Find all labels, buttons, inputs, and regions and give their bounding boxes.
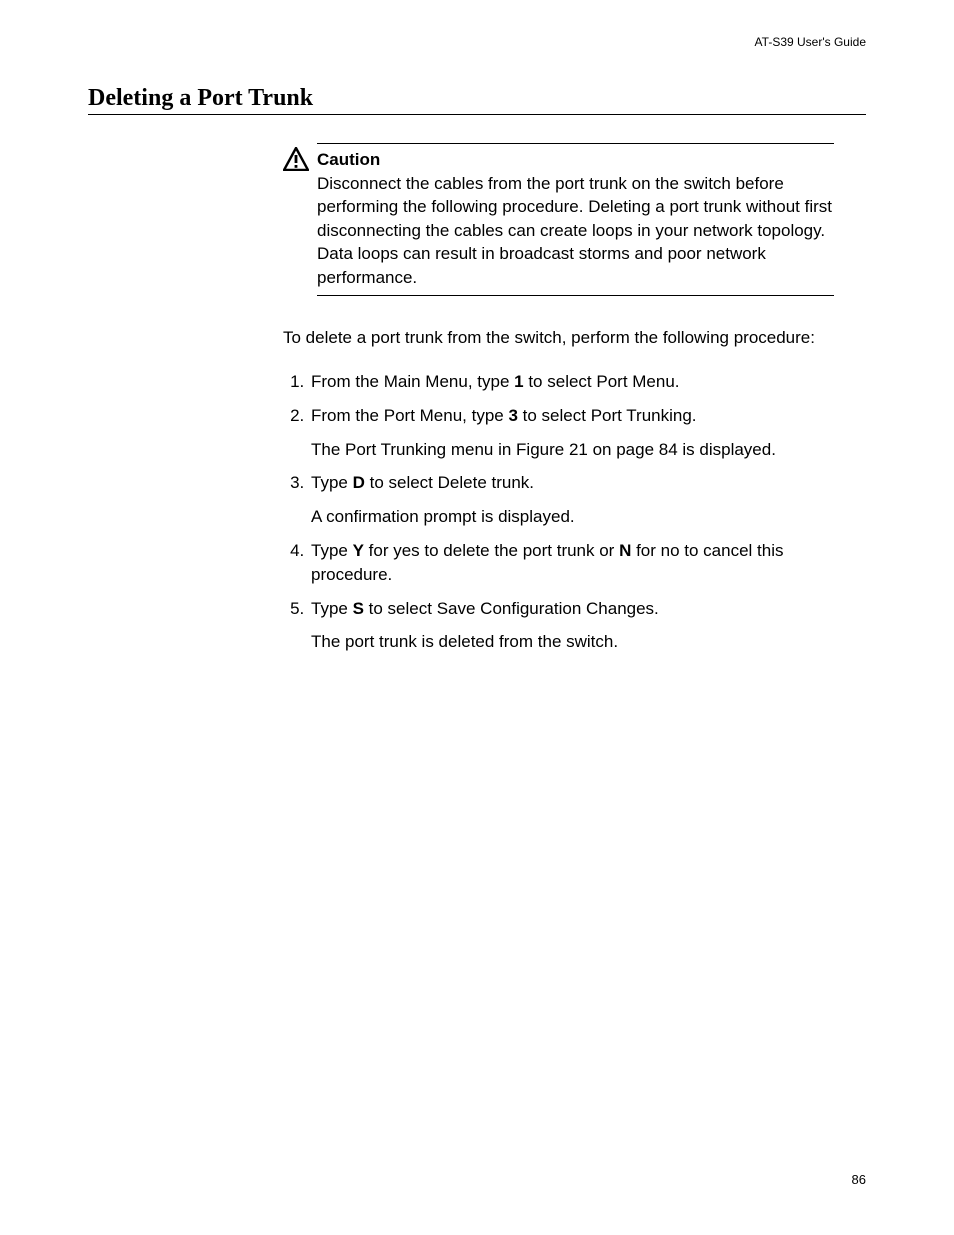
caution-box: Caution Disconnect the cables from the p… xyxy=(317,143,834,296)
step-key: D xyxy=(353,473,365,492)
step-text: to select Port Menu. xyxy=(524,372,680,391)
step-key: 1 xyxy=(514,372,523,391)
step-text: From the Port Menu, type xyxy=(311,406,508,425)
step-key: 3 xyxy=(508,406,517,425)
intro-paragraph: To delete a port trunk from the switch, … xyxy=(283,326,834,350)
caution-heading: Caution xyxy=(317,150,834,170)
page-number: 86 xyxy=(852,1172,866,1187)
step-text: Type xyxy=(311,541,353,560)
step-text: Type xyxy=(311,599,353,618)
step-key: Y xyxy=(353,541,364,560)
step-1: From the Main Menu, type 1 to select Por… xyxy=(309,370,834,394)
step-text: to select Port Trunking. xyxy=(518,406,697,425)
step-text: From the Main Menu, type xyxy=(311,372,514,391)
step-key: N xyxy=(619,541,631,560)
step-text: to select Delete trunk. xyxy=(365,473,534,492)
procedure-steps: From the Main Menu, type 1 to select Por… xyxy=(283,370,834,654)
caution-body: Disconnect the cables from the port trun… xyxy=(317,172,834,289)
step-text: Type xyxy=(311,473,353,492)
step-sub: The port trunk is deleted from the switc… xyxy=(311,630,834,654)
step-4: Type Y for yes to delete the port trunk … xyxy=(309,539,834,587)
document-page: AT-S39 User's Guide Deleting a Port Trun… xyxy=(0,0,954,1235)
step-3: Type D to select Delete trunk. A confirm… xyxy=(309,471,834,529)
header-guide-title: AT-S39 User's Guide xyxy=(88,35,866,49)
step-2: From the Port Menu, type 3 to select Por… xyxy=(309,404,834,462)
step-key: S xyxy=(353,599,364,618)
step-sub: The Port Trunking menu in Figure 21 on p… xyxy=(311,438,834,462)
step-5: Type S to select Save Configuration Chan… xyxy=(309,597,834,655)
step-text: to select Save Configuration Changes. xyxy=(364,599,659,618)
section-title: Deleting a Port Trunk xyxy=(88,85,866,115)
step-text: for yes to delete the port trunk or xyxy=(364,541,619,560)
warning-icon xyxy=(283,147,309,176)
caution-block: Caution Disconnect the cables from the p… xyxy=(283,143,834,296)
step-sub: A confirmation prompt is displayed. xyxy=(311,505,834,529)
